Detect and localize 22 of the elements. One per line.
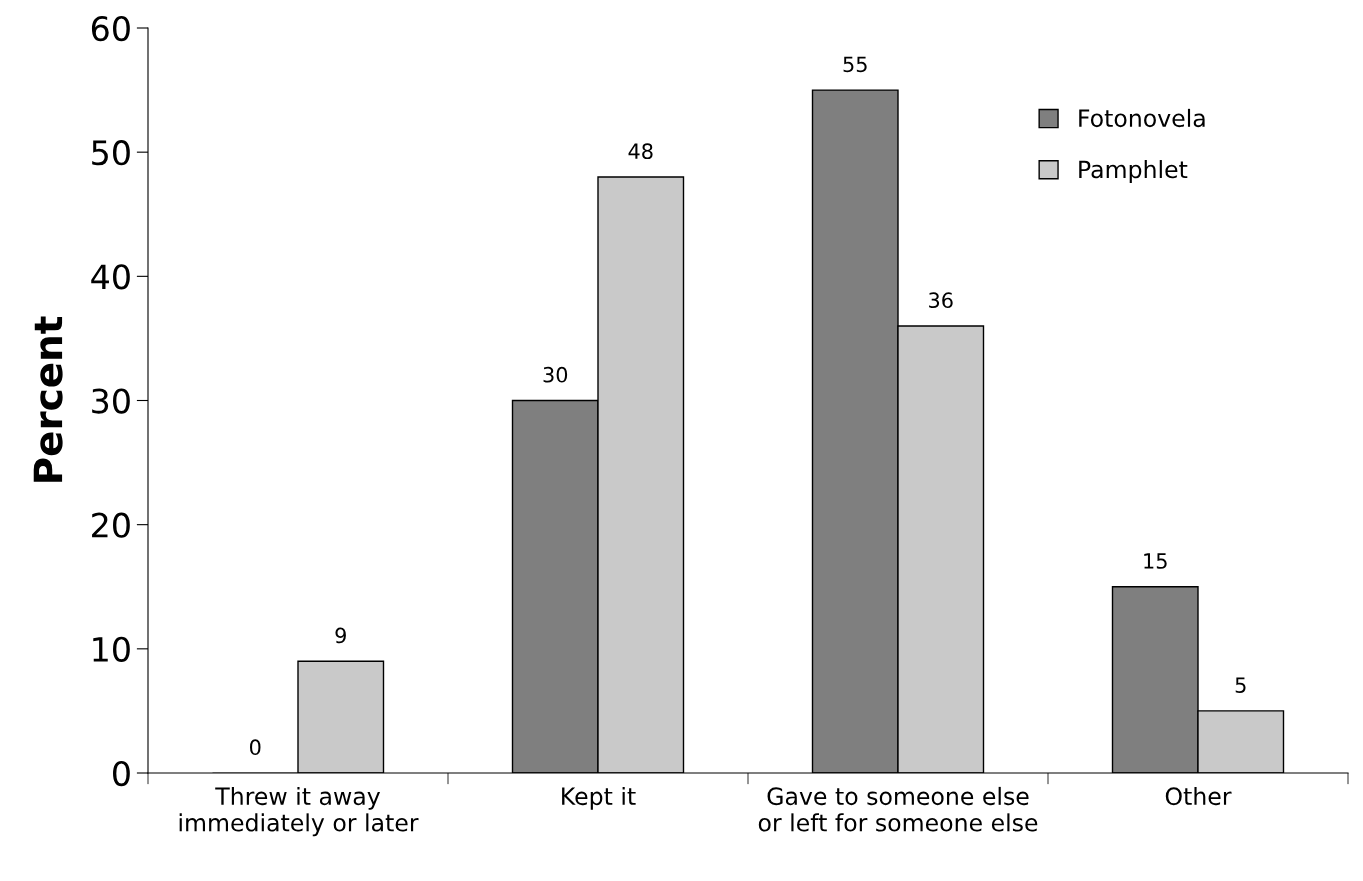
- data-label: 55: [843, 56, 867, 73]
- y-tick-label: 30: [92, 388, 130, 414]
- legend-label: Fotonovela: [1079, 108, 1205, 128]
- data-label: 0: [250, 739, 261, 756]
- data-label: 36: [929, 292, 953, 309]
- y-tick-label: 20: [92, 512, 130, 538]
- data-label: 15: [1144, 553, 1167, 569]
- data-label: 48: [628, 143, 653, 160]
- y-tick-label: 40: [91, 264, 130, 290]
- x-tick-label: Other: [1165, 786, 1232, 806]
- legend-label: Pamphlet: [1079, 160, 1188, 183]
- y-tick-label: 60: [91, 15, 130, 42]
- data-label: 5: [1235, 677, 1246, 693]
- y-tick-label: 10: [93, 636, 130, 662]
- y-tick-label: 50: [92, 140, 130, 166]
- x-tick-label: Kept it: [562, 786, 636, 810]
- data-label: 9: [335, 627, 346, 644]
- y-axis-title: Percent: [33, 316, 63, 482]
- data-label: 30: [543, 366, 568, 383]
- y-tick-label: 0: [113, 760, 130, 787]
- x-tick-label: Threw it away immediately or later: [179, 786, 419, 837]
- x-tick-label: Gave to someone else or left for someone else: [758, 786, 1038, 832]
